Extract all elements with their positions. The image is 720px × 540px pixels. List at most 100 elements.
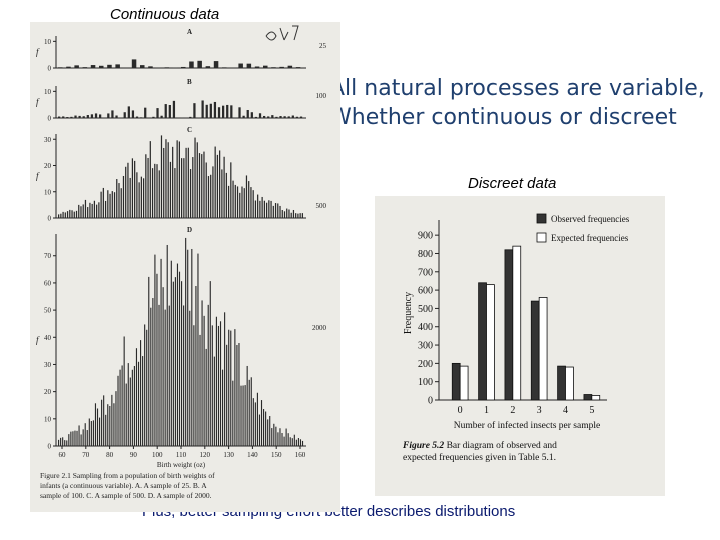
y-tick-label: 0 bbox=[48, 115, 52, 123]
histogram-bar bbox=[137, 361, 140, 446]
histogram-bar bbox=[84, 199, 87, 218]
histogram-bar bbox=[267, 419, 269, 446]
observed-bar-2 bbox=[504, 249, 514, 401]
histogram-bar bbox=[131, 59, 137, 68]
figure-caption-line: sample of 100. C. A sample of 500. D. A … bbox=[40, 491, 212, 500]
histogram-bar bbox=[258, 113, 262, 118]
histogram-bar bbox=[131, 369, 133, 446]
histogram-bar bbox=[279, 428, 281, 446]
histogram-bar bbox=[212, 166, 214, 218]
histogram-bar bbox=[295, 67, 301, 68]
histogram-bar bbox=[263, 115, 266, 118]
histogram-bar bbox=[90, 421, 92, 446]
histogram-bar bbox=[75, 210, 78, 218]
histogram-bar bbox=[254, 116, 258, 118]
histogram-bar bbox=[198, 153, 201, 218]
x-tick-label: 80 bbox=[106, 451, 114, 459]
histogram-bar bbox=[140, 176, 142, 218]
histogram-bar bbox=[152, 298, 154, 446]
histogram-bar bbox=[207, 304, 209, 446]
histogram-bar bbox=[240, 385, 242, 446]
histogram-bar bbox=[178, 271, 181, 446]
histogram-bar bbox=[265, 202, 268, 218]
histogram-bar bbox=[111, 110, 114, 118]
y-tick-label: 100 bbox=[418, 377, 433, 388]
histogram-bar bbox=[113, 403, 115, 446]
histogram-bar bbox=[193, 103, 196, 118]
histogram-bar bbox=[146, 329, 148, 446]
histogram-bar bbox=[92, 420, 94, 446]
histogram-bar bbox=[254, 200, 257, 218]
histogram-bar bbox=[78, 204, 80, 218]
histogram-bar bbox=[222, 369, 224, 446]
histogram-bar bbox=[78, 115, 81, 118]
y-tick-label: 50 bbox=[44, 307, 52, 315]
histogram-bar bbox=[219, 150, 221, 218]
infected-insects-bar-chart: 0 100 200 300 400 500 600 700 800 900 Frequency 0 1 2… bbox=[375, 196, 665, 496]
legend-swatch-expected bbox=[536, 232, 547, 243]
histogram-bar bbox=[295, 439, 297, 446]
x-tick-label: 150 bbox=[271, 451, 282, 459]
histogram-bar bbox=[227, 185, 230, 218]
y-tick-label: 20 bbox=[44, 162, 52, 170]
histogram-bar bbox=[120, 188, 122, 218]
histogram-bar bbox=[217, 325, 220, 446]
histogram-bar bbox=[58, 67, 63, 68]
histogram-bar bbox=[201, 300, 203, 446]
figure-caption: Figure 5.2 Bar diagram of observed andex… bbox=[402, 440, 557, 463]
histogram-bar bbox=[299, 213, 301, 218]
histogram-bar bbox=[80, 434, 82, 446]
y-tick-label: 10 bbox=[44, 415, 52, 423]
histogram-bar bbox=[207, 176, 210, 218]
histogram-bar bbox=[74, 430, 76, 446]
histogram-bar bbox=[88, 418, 90, 446]
histogram-bar bbox=[197, 60, 202, 68]
histogram-bar bbox=[279, 66, 284, 68]
histogram-bar bbox=[64, 212, 66, 218]
histogram-bar bbox=[115, 391, 117, 446]
y-tick-label: 900 bbox=[418, 231, 433, 242]
histogram-bar bbox=[230, 162, 232, 218]
histogram-panel-d: 0 10 20 30 40 50 60 70 f D 2000 60 70 80 90 100 110 120 13… bbox=[36, 226, 327, 500]
histogram-bar bbox=[270, 200, 272, 218]
histogram-bar bbox=[260, 400, 263, 446]
histogram-bar bbox=[123, 112, 126, 118]
histogram-bar bbox=[98, 202, 100, 218]
panel-letter: C bbox=[187, 126, 192, 134]
histogram-bar bbox=[205, 104, 208, 118]
histogram-bar bbox=[102, 187, 104, 218]
histogram-bar bbox=[256, 392, 258, 446]
histogram-bar bbox=[164, 104, 167, 118]
caption-text-part-1: Bar diagram of observed and bbox=[444, 440, 557, 451]
histogram-bar bbox=[66, 66, 71, 68]
histogram-bar bbox=[131, 110, 135, 118]
histogram-bar bbox=[267, 116, 270, 118]
histogram-bar bbox=[136, 172, 138, 218]
histogram-bar bbox=[221, 169, 223, 218]
histogram-bar bbox=[72, 431, 74, 446]
handwritten-mark bbox=[265, 25, 299, 41]
histogram-bar bbox=[293, 434, 295, 446]
histogram-bar bbox=[96, 204, 98, 218]
histogram-bar bbox=[274, 203, 277, 218]
histogram-bar bbox=[243, 188, 245, 218]
natural-processes-text: All natural processes are variable, Whet… bbox=[330, 76, 705, 130]
histogram-bar bbox=[250, 377, 252, 446]
histogram-bar bbox=[226, 344, 228, 446]
histogram-bar bbox=[234, 184, 236, 218]
histogram-bar bbox=[250, 112, 253, 118]
histogram-bar bbox=[241, 186, 243, 218]
y-tick-label: 0 bbox=[48, 215, 52, 223]
histogram-bar bbox=[279, 116, 282, 118]
x-tick-label: 110 bbox=[176, 451, 187, 459]
histogram-bar bbox=[82, 429, 84, 446]
histogram-bar bbox=[107, 190, 109, 218]
histogram-bar bbox=[273, 423, 275, 446]
histogram-bar bbox=[254, 402, 256, 446]
histogram-bar bbox=[283, 211, 286, 218]
histogram-bar bbox=[245, 175, 248, 218]
histogram-bar bbox=[246, 365, 248, 446]
expected-bar-1 bbox=[486, 284, 495, 401]
histogram-bar bbox=[140, 340, 142, 446]
histogram-bar bbox=[301, 213, 303, 218]
